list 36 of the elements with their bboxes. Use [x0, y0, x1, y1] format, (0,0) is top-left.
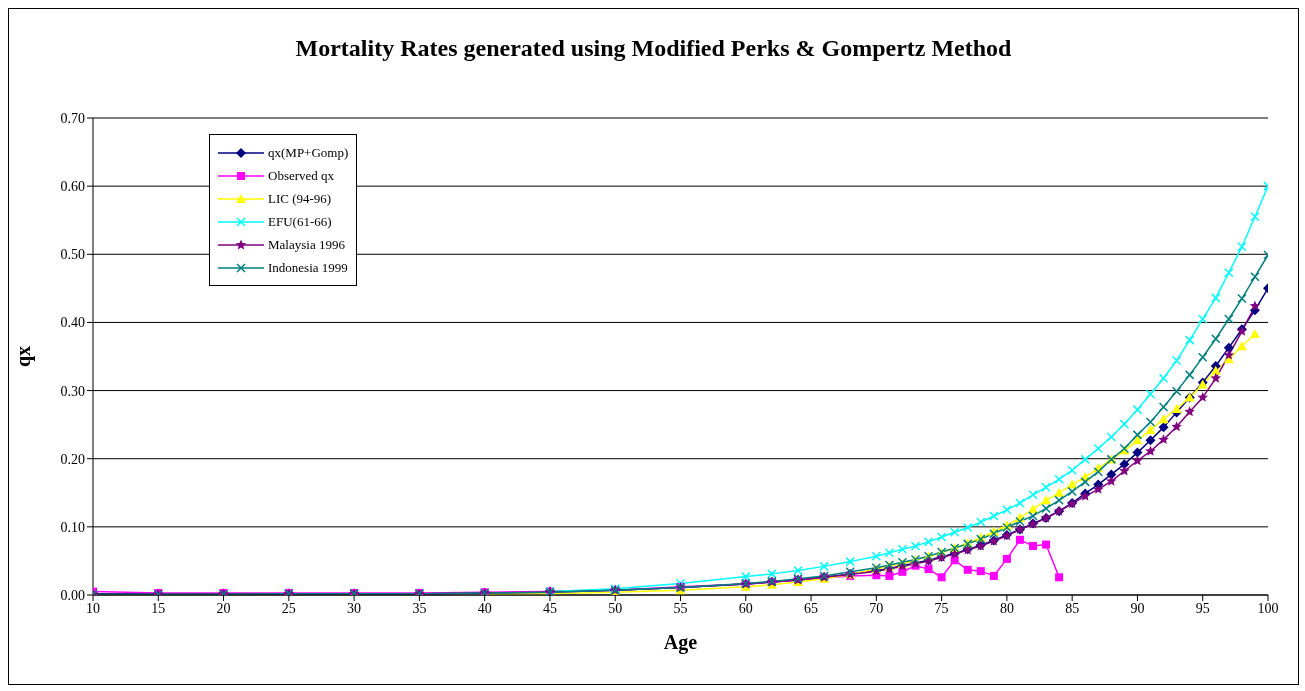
x-tick-label: 65 [804, 600, 819, 616]
x-tick-label: 75 [934, 600, 949, 616]
x-tick-label: 25 [281, 600, 296, 616]
x-tick-label: 45 [542, 600, 557, 616]
x-tick-label: 55 [673, 600, 688, 616]
legend-label: qx(MP+Gomp) [268, 144, 349, 161]
y-tick-label: 0.40 [60, 315, 85, 331]
y-tick-label: 0.30 [60, 383, 85, 399]
y-tick-label: 0.10 [60, 519, 85, 535]
x-tick-label: 70 [869, 600, 884, 616]
x-tick-label: 90 [1130, 600, 1145, 616]
x-tick-label: 10 [86, 600, 100, 616]
x-tick-label: 85 [1065, 600, 1080, 616]
y-tick-label: 0.00 [60, 587, 85, 603]
x-tick-label: 50 [608, 600, 623, 616]
legend-label: EFU(61-66) [268, 213, 332, 230]
x-tick-label: 60 [738, 600, 753, 616]
legend-label: Indonesia 1999 [268, 259, 348, 276]
y-tick-label: 0.50 [60, 247, 85, 263]
x-tick-label: 30 [347, 600, 362, 616]
x-tick-label: 20 [216, 600, 231, 616]
x-tick-label: 95 [1195, 600, 1210, 616]
y-tick-label: 0.70 [60, 110, 85, 126]
x-tick-label: 15 [151, 600, 166, 616]
legend-label: Malaysia 1996 [268, 236, 345, 253]
y-axis-title: qx [12, 345, 36, 368]
x-tick-label: 40 [477, 600, 492, 616]
legend-label: Observed qx [268, 167, 335, 184]
chart-title: Mortality Rates generated using Modified Perks & Gompertz Method [294, 35, 1013, 62]
y-tick-label: 0.20 [60, 451, 85, 467]
y-tick-label: 0.60 [60, 179, 85, 195]
x-axis-title: Age [663, 631, 698, 655]
x-tick-label: 100 [1257, 600, 1279, 616]
legend-label: LIC (94-96) [268, 190, 332, 207]
x-tick-label: 80 [999, 600, 1014, 616]
x-tick-label: 35 [412, 600, 427, 616]
